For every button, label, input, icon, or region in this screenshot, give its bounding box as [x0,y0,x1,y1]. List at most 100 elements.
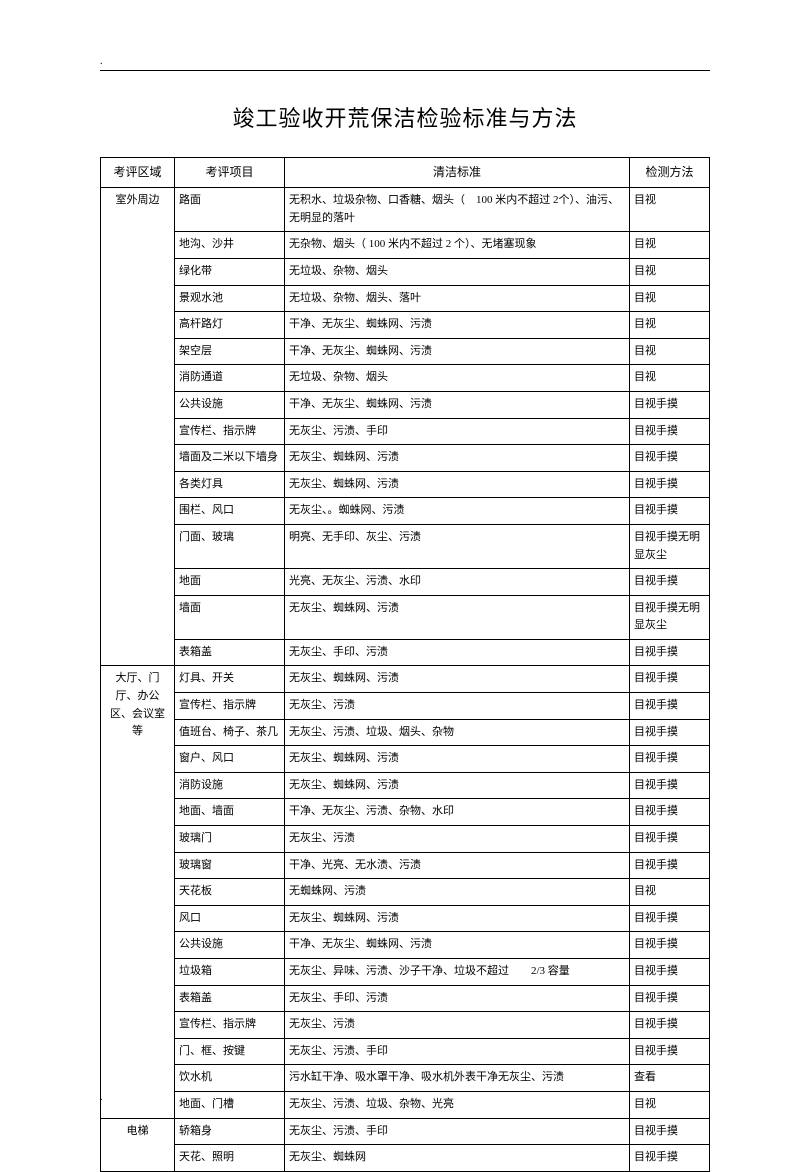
method-cell: 目视 [630,1091,710,1118]
table-row: 室外周边路面无积水、垃圾杂物、口香糖、烟头（ 100 米内不超过 2个）、油污、… [101,188,710,232]
standard-cell: 无垃圾、杂物、烟头 [285,365,630,392]
standard-cell: 无灰尘、手印、污渍 [285,639,630,666]
table-row: 天花、照明无灰尘、蜘蛛网目视手摸 [101,1145,710,1172]
table-row: 公共设施干净、无灰尘、蜘蛛网、污渍目视手摸 [101,391,710,418]
table-row: 地面、墙面干净、无灰尘、污渍、杂物、水印目视手摸 [101,799,710,826]
method-cell: 目视手摸 [630,826,710,853]
top-horizontal-rule [100,70,710,71]
method-cell: 目视手摸 [630,471,710,498]
standard-cell: 无灰尘、。蜘蛛网、污渍 [285,498,630,525]
method-cell: 目视手摸 [630,569,710,596]
standard-cell: 无灰尘、污渍、垃圾、杂物、光亮 [285,1091,630,1118]
method-cell: 查看 [630,1065,710,1092]
method-cell: 目视 [630,285,710,312]
item-cell: 窗户、风口 [175,746,285,773]
standard-cell: 无灰尘、蜘蛛网、污渍 [285,445,630,472]
method-cell: 目视 [630,338,710,365]
table-row: 表箱盖无灰尘、手印、污渍目视手摸 [101,639,710,666]
item-cell: 绿化带 [175,258,285,285]
table-row: 表箱盖无灰尘、手印、污渍目视手摸 [101,985,710,1012]
item-cell: 地面、墙面 [175,799,285,826]
method-cell: 目视手摸 [630,418,710,445]
standard-cell: 无灰尘、手印、污渍 [285,985,630,1012]
standard-cell: 无垃圾、杂物、烟头 [285,258,630,285]
table-row: 门、框、按键无灰尘、污渍、手印目视手摸 [101,1038,710,1065]
standard-cell: 无灰尘、污渍 [285,826,630,853]
standard-cell: 干净、无灰尘、污渍、杂物、水印 [285,799,630,826]
standard-cell: 无灰尘、污渍、手印 [285,418,630,445]
header-item: 考评项目 [175,158,285,188]
item-cell: 天花、照明 [175,1145,285,1172]
item-cell: 门面、玻璃 [175,524,285,568]
table-row: 门面、玻璃明亮、无手印、灰尘、污渍目视手摸无明显灰尘 [101,524,710,568]
method-cell: 目视手摸 [630,852,710,879]
table-row: 风口无灰尘、蜘蛛网、污渍目视手摸 [101,905,710,932]
method-cell: 目视手摸 [630,666,710,693]
method-cell: 目视手摸 [630,932,710,959]
item-cell: 各类灯具 [175,471,285,498]
standard-cell: 干净、光亮、无水渍、污渍 [285,852,630,879]
item-cell: 墙面及二米以下墙身 [175,445,285,472]
item-cell: 景观水池 [175,285,285,312]
item-cell: 高杆路灯 [175,312,285,339]
table-row: 公共设施干净、无灰尘、蜘蛛网、污渍目视手摸 [101,932,710,959]
table-row: 饮水机污水缸干净、吸水罩干净、吸水机外表干净无灰尘、污渍查看 [101,1065,710,1092]
method-cell: 目视 [630,258,710,285]
standard-cell: 干净、无灰尘、蜘蛛网、污渍 [285,312,630,339]
method-cell: 目视手摸 [630,693,710,720]
table-row: 宣传栏、指示牌无灰尘、污渍目视手摸 [101,693,710,720]
item-cell: 消防通道 [175,365,285,392]
standard-cell: 无垃圾、杂物、烟头、落叶 [285,285,630,312]
standard-cell: 干净、无灰尘、蜘蛛网、污渍 [285,932,630,959]
table-row: 墙面无灰尘、蜘蛛网、污渍目视手摸无明显灰尘 [101,595,710,639]
method-cell: 目视 [630,365,710,392]
item-cell: 玻璃窗 [175,852,285,879]
item-cell: 饮水机 [175,1065,285,1092]
item-cell: 消防设施 [175,772,285,799]
area-cell: 电梯 [101,1118,175,1171]
item-cell: 风口 [175,905,285,932]
method-cell: 目视 [630,312,710,339]
method-cell: 目视手摸 [630,639,710,666]
table-row: 高杆路灯干净、无灰尘、蜘蛛网、污渍目视 [101,312,710,339]
table-row: 值班台、椅子、茶几无灰尘、污渍、垃圾、烟头、杂物目视手摸 [101,719,710,746]
table-row: 玻璃窗干净、光亮、无水渍、污渍目视手摸 [101,852,710,879]
table-row: 各类灯具无灰尘、蜘蛛网、污渍目视手摸 [101,471,710,498]
item-cell: 宣传栏、指示牌 [175,693,285,720]
item-cell: 轿箱身 [175,1118,285,1145]
item-cell: 围栏、风口 [175,498,285,525]
standard-cell: 无灰尘、污渍、手印 [285,1038,630,1065]
standard-cell: 污水缸干净、吸水罩干净、吸水机外表干净无灰尘、污渍 [285,1065,630,1092]
method-cell: 目视 [630,879,710,906]
item-cell: 灯具、开关 [175,666,285,693]
item-cell: 值班台、椅子、茶几 [175,719,285,746]
item-cell: 公共设施 [175,391,285,418]
standard-cell: 明亮、无手印、灰尘、污渍 [285,524,630,568]
standard-cell: 无灰尘、异味、污渍、沙子干净、垃圾不超过 2/3 容量 [285,959,630,986]
header-method: 检测方法 [630,158,710,188]
corner-mark-bottom: . [100,1092,103,1103]
method-cell: 目视手摸 [630,959,710,986]
item-cell: 垃圾箱 [175,959,285,986]
table-row: 宣传栏、指示牌无灰尘、污渍、手印目视手摸 [101,418,710,445]
method-cell: 目视手摸 [630,1145,710,1172]
standard-cell: 无灰尘、蜘蛛网 [285,1145,630,1172]
method-cell: 目视手摸 [630,391,710,418]
item-cell: 架空层 [175,338,285,365]
method-cell: 目视手摸 [630,746,710,773]
standard-cell: 无积水、垃圾杂物、口香糖、烟头（ 100 米内不超过 2个）、油污、无明显的落叶 [285,188,630,232]
table-row: 宣传栏、指示牌无灰尘、污渍目视手摸 [101,1012,710,1039]
method-cell: 目视手摸 [630,1038,710,1065]
item-cell: 宣传栏、指示牌 [175,1012,285,1039]
method-cell: 目视手摸 [630,905,710,932]
standard-cell: 干净、无灰尘、蜘蛛网、污渍 [285,338,630,365]
table-row: 围栏、风口无灰尘、。蜘蛛网、污渍目视手摸 [101,498,710,525]
standard-cell: 无灰尘、污渍 [285,1012,630,1039]
table-row: 墙面及二米以下墙身无灰尘、蜘蛛网、污渍目视手摸 [101,445,710,472]
table-row: 大厅、门厅、办公区、会议室等灯具、开关无灰尘、蜘蛛网、污渍目视手摸 [101,666,710,693]
standard-cell: 无蜘蛛网、污渍 [285,879,630,906]
table-row: 地沟、沙井无杂物、烟头（ 100 米内不超过 2 个）、无堵塞现象目视 [101,232,710,259]
item-cell: 墙面 [175,595,285,639]
table-row: 架空层干净、无灰尘、蜘蛛网、污渍目视 [101,338,710,365]
method-cell: 目视 [630,232,710,259]
